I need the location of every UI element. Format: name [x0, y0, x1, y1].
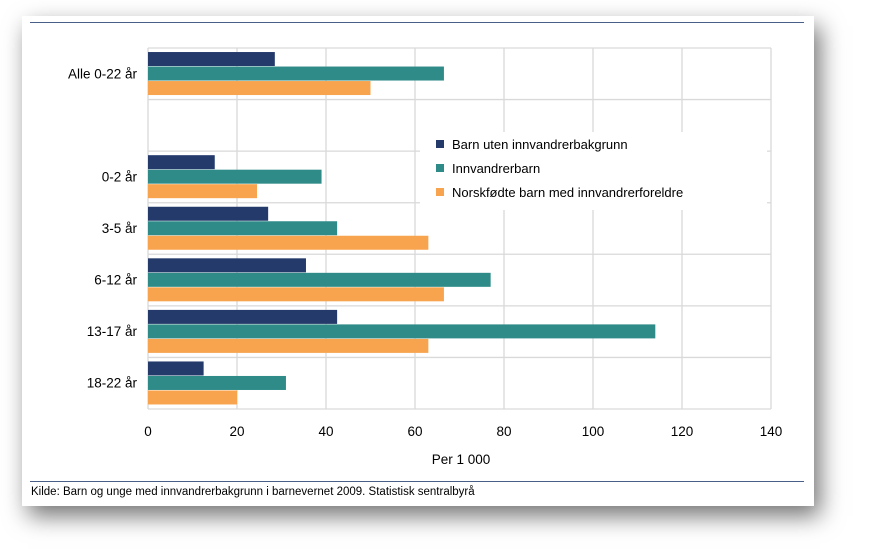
x-tick-label: 40	[318, 424, 333, 439]
bar	[148, 169, 322, 184]
bar	[148, 235, 429, 250]
bar	[148, 221, 338, 236]
x-tick-label: 100	[582, 424, 605, 439]
x-axis-title: Per 1 000	[432, 452, 491, 467]
x-tick-label: 20	[229, 424, 244, 439]
bar	[148, 324, 656, 339]
legend-swatch-1	[436, 164, 444, 172]
bar	[148, 309, 338, 324]
category-labels: Alle 0-22 år 0-2 år 3-5 år 6-12 år 13-17 år 1…	[68, 66, 138, 390]
category-label: 13-17 år	[87, 324, 138, 339]
bars	[148, 52, 656, 405]
category-label: Alle 0-22 år	[68, 66, 138, 81]
bar	[148, 155, 215, 170]
bar	[148, 52, 275, 67]
x-tick-label: 140	[760, 424, 783, 439]
x-tick-label: 120	[671, 424, 694, 439]
bar	[148, 66, 444, 81]
bar	[148, 390, 237, 405]
bottom-rule	[30, 481, 804, 482]
bar	[148, 184, 258, 199]
top-rule	[30, 22, 804, 23]
x-tick-label: 60	[407, 424, 422, 439]
legend-label-0: Barn uten innvandrerbakgrunn	[452, 137, 628, 152]
bar	[148, 272, 491, 287]
legend-box	[420, 132, 767, 210]
category-label: 3-5 år	[102, 221, 138, 236]
category-label: 6-12 år	[94, 273, 137, 288]
bar	[148, 81, 371, 96]
legend-label-2: Norskfødte barn med innvandrerforeldre	[452, 185, 683, 200]
x-tick-label: 0	[144, 424, 152, 439]
bar	[148, 375, 286, 390]
bar	[148, 361, 204, 376]
legend-label-1: Innvandrerbarn	[452, 161, 540, 176]
source-note: Kilde: Barn og unge med innvandrerbakgru…	[31, 486, 475, 498]
x-tick-labels: 0 20 40 60 80 100 120 140	[144, 424, 782, 439]
legend-swatch-2	[436, 188, 444, 196]
legend-swatch-0	[436, 140, 444, 148]
category-label: 0-2 år	[102, 169, 138, 184]
bar	[148, 258, 306, 273]
category-label: 18-22 år	[87, 376, 138, 391]
bar	[148, 287, 444, 302]
bar	[148, 338, 429, 353]
x-tick-label: 80	[496, 424, 511, 439]
legend: Barn uten innvandrerbakgrunn Innvandrerb…	[420, 132, 767, 210]
bar	[148, 206, 269, 221]
